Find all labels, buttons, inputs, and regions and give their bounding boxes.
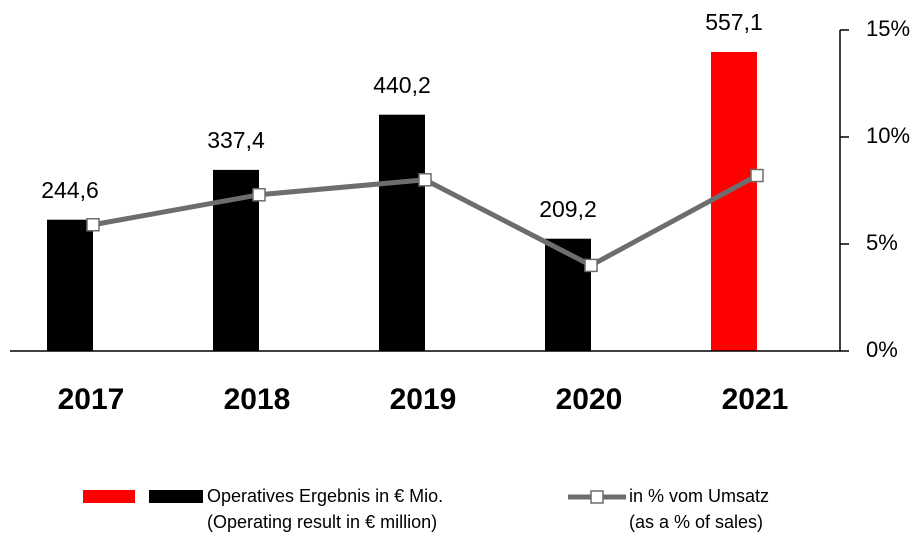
bar: [47, 219, 93, 351]
legend-label: (as a % of sales): [629, 512, 763, 532]
y2-tick-label: 15%: [866, 16, 910, 41]
y2-tick-label: 10%: [866, 123, 910, 148]
x-tick-label: 2017: [58, 383, 125, 416]
x-tick-label: 2018: [224, 383, 291, 416]
x-tick-label: 2021: [722, 383, 789, 416]
line-marker: [86, 217, 100, 232]
y2-tick-label: 5%: [866, 230, 898, 255]
legend-label: Operatives Ergebnis in € Mio.: [207, 486, 443, 506]
data-label: 337,4: [207, 127, 265, 153]
y2-tick-label: 0%: [866, 337, 898, 362]
bar: [379, 114, 425, 351]
legend-marker: [590, 490, 604, 504]
legend-label: in % vom Umsatz: [629, 486, 769, 506]
data-label: 557,1: [705, 9, 763, 35]
data-label: 209,2: [539, 196, 597, 222]
line-marker: [584, 258, 598, 273]
data-label: 244,6: [41, 177, 99, 203]
line-marker: [252, 188, 266, 202]
legend-label: (Operating result in € million): [207, 512, 437, 532]
x-tick-label: 2019: [390, 383, 457, 416]
legend-swatch: [83, 490, 135, 503]
x-tick-label: 2020: [556, 383, 623, 416]
bar: [545, 238, 591, 351]
bar: [711, 51, 757, 351]
line-marker: [750, 168, 764, 183]
legend-swatch: [149, 490, 203, 503]
line-marker: [418, 173, 432, 187]
data-label: 440,2: [373, 72, 431, 98]
